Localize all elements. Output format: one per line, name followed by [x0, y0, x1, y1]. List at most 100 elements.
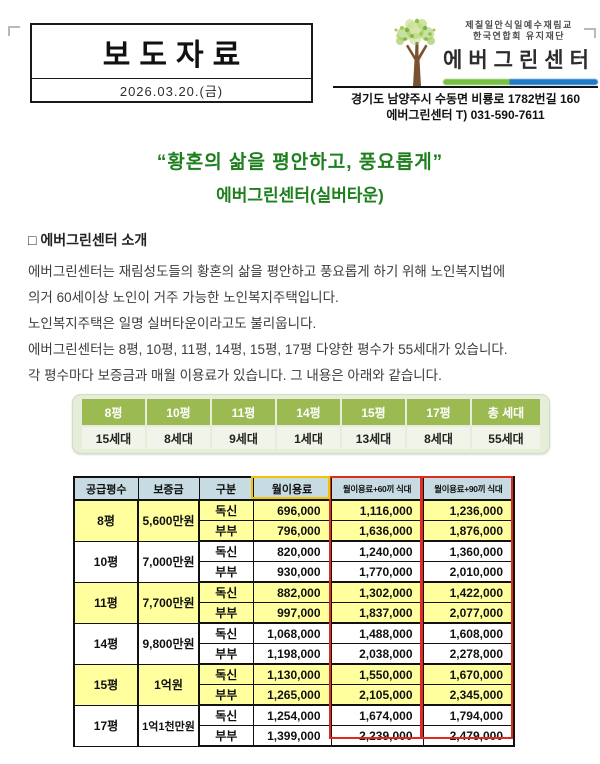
cell-type: 부부	[198, 561, 254, 583]
org-affiliation-line1: 제칠일안식일예수재림교	[465, 20, 573, 30]
corner-mark	[8, 26, 20, 36]
intro-line: 노인복지주택은 일명 실버타운이라고도 불리웁니다.	[28, 316, 317, 331]
col-header-90meals: 월이용료+90끼 식대	[422, 476, 515, 501]
summary-value: 1세대	[277, 427, 340, 449]
org-contact-block: 경기도 남양주시 수동면 비룡로 1782번길 160 에버그린센터 T) 03…	[333, 86, 598, 123]
cell-90meals: 1,670,000	[422, 663, 515, 685]
intro-line: 의거 60세이상 노인이 거주 가능한 노인복지주택입니다.	[28, 290, 339, 305]
cell-size: 17평	[73, 704, 139, 747]
press-release-date: 2026.03.20.(금)	[119, 84, 224, 99]
cell-monthly: 930,000	[252, 561, 332, 583]
pricing-table: 공급평수 보증금 구분 월이용료 월이용료+60끼 식대 월이용료+90끼 식대…	[73, 476, 515, 747]
org-phone: 에버그린센터 T) 031-590-7611	[386, 108, 545, 122]
cell-90meals: 2,479,000	[422, 725, 515, 747]
cell-90meals: 1,794,000	[422, 704, 515, 726]
cell-type: 부부	[198, 520, 254, 542]
summary-header: 8평	[82, 399, 145, 425]
cell-size: 14평	[73, 622, 139, 665]
cell-60meals: 1,488,000	[330, 622, 424, 644]
intro-section: □ 에버그린센터 소개 에버그린센터는 재림성도들의 황혼의 삶을 평안하고 풍…	[28, 230, 584, 389]
summary-header-total: 총 세대	[472, 399, 540, 425]
cell-monthly: 1,399,000	[252, 725, 332, 747]
cell-type: 독신	[198, 622, 254, 644]
summary-header: 17평	[407, 399, 470, 425]
cell-monthly: 820,000	[252, 540, 332, 562]
cell-90meals: 2,010,000	[422, 561, 515, 583]
cell-60meals: 1,302,000	[330, 581, 424, 603]
divider	[32, 78, 311, 79]
cell-60meals: 1,550,000	[330, 663, 424, 685]
press-release-title: 보도자료	[102, 38, 250, 72]
corner-mark	[584, 28, 596, 38]
summary-value-total: 55세대	[472, 427, 540, 449]
cell-monthly: 1,265,000	[252, 684, 332, 706]
cell-60meals: 1,770,000	[330, 561, 424, 583]
summary-value: 15세대	[82, 427, 145, 449]
cell-90meals: 1,608,000	[422, 622, 515, 644]
cell-60meals: 1,674,000	[330, 704, 424, 726]
col-header-deposit: 보증금	[137, 476, 200, 501]
cell-90meals: 1,360,000	[422, 540, 515, 562]
cell-monthly: 1,068,000	[252, 622, 332, 644]
col-header-monthly: 월이용료	[252, 476, 332, 501]
cell-90meals: 2,077,000	[422, 602, 515, 624]
cell-deposit: 9,800만원	[137, 622, 200, 665]
headline-line2: 에버그린센터(실버타운)	[216, 186, 384, 205]
cell-size: 11평	[73, 581, 139, 624]
cell-90meals: 2,278,000	[422, 643, 515, 665]
cell-type: 부부	[198, 643, 254, 665]
col-header-60meals: 월이용료+60끼 식대	[330, 476, 424, 501]
cell-type: 부부	[198, 602, 254, 624]
cell-type: 독신	[198, 499, 254, 521]
org-affiliation-line2: 한국연합회 유지재단	[472, 31, 566, 41]
summary-header: 10평	[147, 399, 210, 425]
org-address: 경기도 남양주시 수동면 비룡로 1782번길 160	[351, 92, 580, 106]
summary-value: 9세대	[212, 427, 275, 449]
cell-deposit: 7,000만원	[137, 540, 200, 583]
col-header-type: 구분	[198, 476, 254, 501]
cell-monthly: 1,254,000	[252, 704, 332, 726]
cell-size: 8평	[73, 499, 139, 542]
cell-deposit: 1억1천만원	[137, 704, 200, 747]
cell-90meals: 2,345,000	[422, 684, 515, 706]
cell-60meals: 1,837,000	[330, 602, 424, 624]
logo-color-bar	[443, 79, 598, 85]
cell-type: 부부	[198, 684, 254, 706]
cell-deposit: 1억원	[137, 663, 200, 706]
col-header-size: 공급평수	[73, 476, 139, 501]
summary-value: 13세대	[342, 427, 405, 449]
cell-monthly: 997,000	[252, 602, 332, 624]
cell-60meals: 2,239,000	[330, 725, 424, 747]
cell-monthly: 1,130,000	[252, 663, 332, 685]
cell-type: 독신	[198, 540, 254, 562]
org-name: 에버그린센터	[443, 49, 595, 72]
cell-60meals: 2,105,000	[330, 684, 424, 706]
cell-size: 10평	[73, 540, 139, 583]
cell-60meals: 2,038,000	[330, 643, 424, 665]
cell-60meals: 1,240,000	[330, 540, 424, 562]
org-text-block: 제칠일안식일예수재림교 한국연합회 유지재단 에버그린센터	[440, 20, 598, 74]
cell-monthly: 1,198,000	[252, 643, 332, 665]
cell-90meals: 1,236,000	[422, 499, 515, 521]
summary-value: 8세대	[147, 427, 210, 449]
cell-monthly: 696,000	[252, 499, 332, 521]
cell-type: 독신	[198, 663, 254, 685]
summary-header: 11평	[212, 399, 275, 425]
cell-type: 부부	[198, 725, 254, 747]
cell-deposit: 7,700만원	[137, 581, 200, 624]
cell-type: 독신	[198, 704, 254, 726]
unit-summary-table: 8평 10평 11평 14평 15평 17평 총 세대 15세대 8세대 9세대…	[72, 394, 550, 454]
tree-logo-icon	[390, 12, 440, 93]
cell-90meals: 1,422,000	[422, 581, 515, 603]
cell-monthly: 882,000	[252, 581, 332, 603]
headline-block: “황혼의 삶을 평안하고, 풍요롭게” 에버그린센터(실버타운)	[0, 147, 600, 206]
cell-60meals: 1,116,000	[330, 499, 424, 521]
headline-line1: “황혼의 삶을 평안하고, 풍요롭게”	[156, 152, 444, 173]
summary-header: 15평	[342, 399, 405, 425]
intro-line: 에버그린센터는 재림성도들의 황혼의 삶을 평안하고 풍요롭게 하기 위해 노인…	[28, 264, 506, 279]
cell-monthly: 796,000	[252, 520, 332, 542]
intro-heading: □ 에버그린센터 소개	[28, 232, 148, 248]
cell-type: 독신	[198, 581, 254, 603]
press-release-box: 보도자료 2026.03.20.(금)	[30, 23, 313, 103]
